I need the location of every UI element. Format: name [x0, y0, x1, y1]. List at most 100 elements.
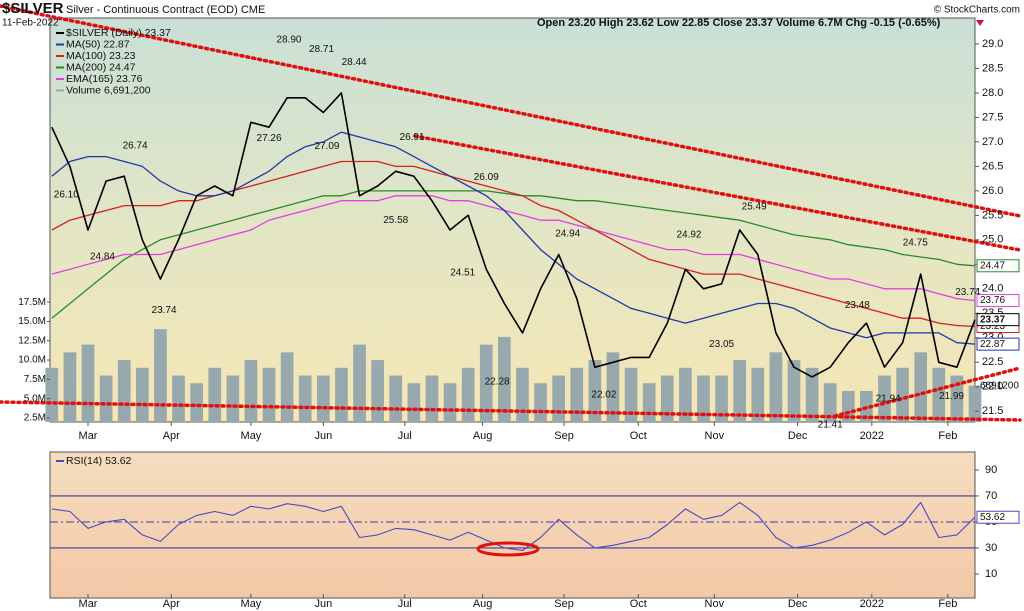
volume-bar	[968, 385, 982, 422]
volume-bar	[914, 352, 928, 422]
legend-label: MA(50) 22.87	[66, 38, 130, 50]
rsi-panel	[49, 451, 976, 599]
volume-bar	[81, 344, 95, 422]
price-annotation: 24.94	[555, 228, 580, 239]
x-tick-label: Dec	[788, 430, 808, 442]
price-annotation: 28.71	[309, 44, 334, 55]
x-tick-label: Nov	[705, 598, 725, 610]
y-tick-label: 24.0	[982, 283, 1003, 295]
price-annotation: 27.09	[314, 141, 339, 152]
price-annotation: 23.74	[152, 305, 177, 316]
volume-bar	[498, 336, 511, 422]
volume-bar	[697, 375, 710, 422]
lines-layer	[50, 92, 976, 552]
volume-bar	[461, 367, 475, 422]
volume-bar	[769, 352, 783, 422]
y-tick-label: 10	[985, 568, 997, 580]
price-annotation: 23.48	[845, 300, 870, 311]
volume-bar	[298, 375, 312, 422]
y-tick-label: 28.0	[982, 87, 1003, 99]
price-annotation: 28.44	[342, 57, 367, 68]
series-line	[51, 92, 976, 378]
legend-label: EMA(165) 23.76	[66, 73, 143, 85]
down-arrow	[976, 20, 984, 26]
volume-bar	[63, 352, 77, 422]
x-tick-label: Aug	[473, 430, 493, 442]
price-annotation: 22.28	[485, 377, 510, 388]
highlight-ellipse	[476, 541, 540, 557]
x-tick-label: Oct	[630, 430, 647, 442]
price-annotation: 24.84	[90, 251, 115, 262]
volume-bar	[552, 375, 565, 422]
value-tag-box	[976, 259, 1020, 273]
y2-tick-label: 12.5M	[18, 335, 46, 346]
series-line	[51, 195, 976, 302]
symbol: $SILVER	[2, 0, 64, 17]
value-tag: 23.37	[980, 314, 1005, 325]
x-tick-label: Sep	[554, 598, 574, 610]
price-annotation: 28.90	[276, 34, 301, 45]
value-tag-box	[976, 510, 1020, 524]
legend-label: MA(200) 24.47	[66, 61, 136, 73]
trend-line	[0, 4, 1022, 218]
volume-bar	[443, 383, 457, 422]
volume-bar	[679, 367, 692, 422]
volume-bar	[878, 375, 891, 422]
volume-bar	[950, 375, 964, 422]
volume-bar	[371, 360, 384, 422]
y-tick-label: 26.0	[982, 185, 1003, 197]
x-tick-label: Sep	[554, 430, 574, 442]
price-annotation: 27.26	[257, 133, 282, 144]
legend-label: RSI(14) 53.62	[66, 455, 132, 467]
value-tag: 22.87	[980, 339, 1005, 350]
volume-bar	[335, 367, 348, 422]
price-annotation: 26.91	[400, 132, 425, 143]
legend-label: MA(100) 23.23	[66, 50, 136, 62]
volume-bar	[733, 360, 747, 422]
price-annotation: 21.99	[939, 391, 964, 402]
legend-label: Volume 6,691,200	[66, 84, 151, 96]
y-tick-label: 26.5	[982, 160, 1003, 172]
y-tick-label: 28.5	[982, 62, 1003, 74]
volume-bar	[407, 383, 421, 422]
text-layer: Mar Mar Apr Apr May May Jun Jun Jul Jul Aug Aug Sep S…	[18, 27, 1020, 610]
volume-bar	[154, 329, 167, 422]
price-annotation: 21.94	[876, 393, 901, 404]
value-tag: 53.62	[980, 512, 1005, 523]
volume-bar	[190, 383, 203, 422]
x-tick-label: May	[241, 598, 262, 610]
volume-bar	[841, 390, 855, 422]
volume-bar	[751, 367, 765, 422]
value-tag: 6691200	[980, 380, 1019, 391]
credit: © StockCharts.com	[934, 5, 1020, 16]
y-tick-label: 22.5	[982, 356, 1003, 368]
series-line	[51, 160, 976, 328]
y-tick-label: 90	[985, 464, 997, 476]
volume-bar	[624, 367, 638, 422]
y-tick-label: 29.0	[982, 38, 1003, 50]
price-annotation: 23.74	[955, 287, 980, 298]
volume-bar	[172, 375, 185, 422]
x-tick-label: Dec	[788, 598, 808, 610]
quote: Open 23.20 High 23.62 Low 22.85 Close 23…	[537, 17, 941, 29]
x-tick-label: Jun	[314, 430, 332, 442]
y2-tick-label: 5.0M	[24, 393, 46, 404]
volume-bar	[479, 344, 493, 422]
price-annotation: 21.41	[818, 419, 843, 430]
volume-bar	[932, 367, 946, 422]
x-tick-label: Oct	[630, 598, 647, 610]
volume-bar	[353, 344, 366, 422]
volume-bar	[389, 375, 403, 422]
price-annotation: 26.10	[54, 190, 79, 201]
x-tick-label: Feb	[938, 598, 957, 610]
series-line	[51, 190, 976, 319]
y2-tick-label: 7.5M	[24, 374, 46, 385]
value-tag-box	[976, 337, 1020, 351]
series-line	[51, 501, 976, 552]
date: 11-Feb-2022	[2, 18, 59, 29]
price-annotation: 25.58	[383, 215, 408, 226]
x-tick-label: 2022	[860, 598, 884, 610]
y-tick-label: 25.5	[982, 209, 1003, 221]
price-annotation: 25.49	[742, 201, 767, 212]
